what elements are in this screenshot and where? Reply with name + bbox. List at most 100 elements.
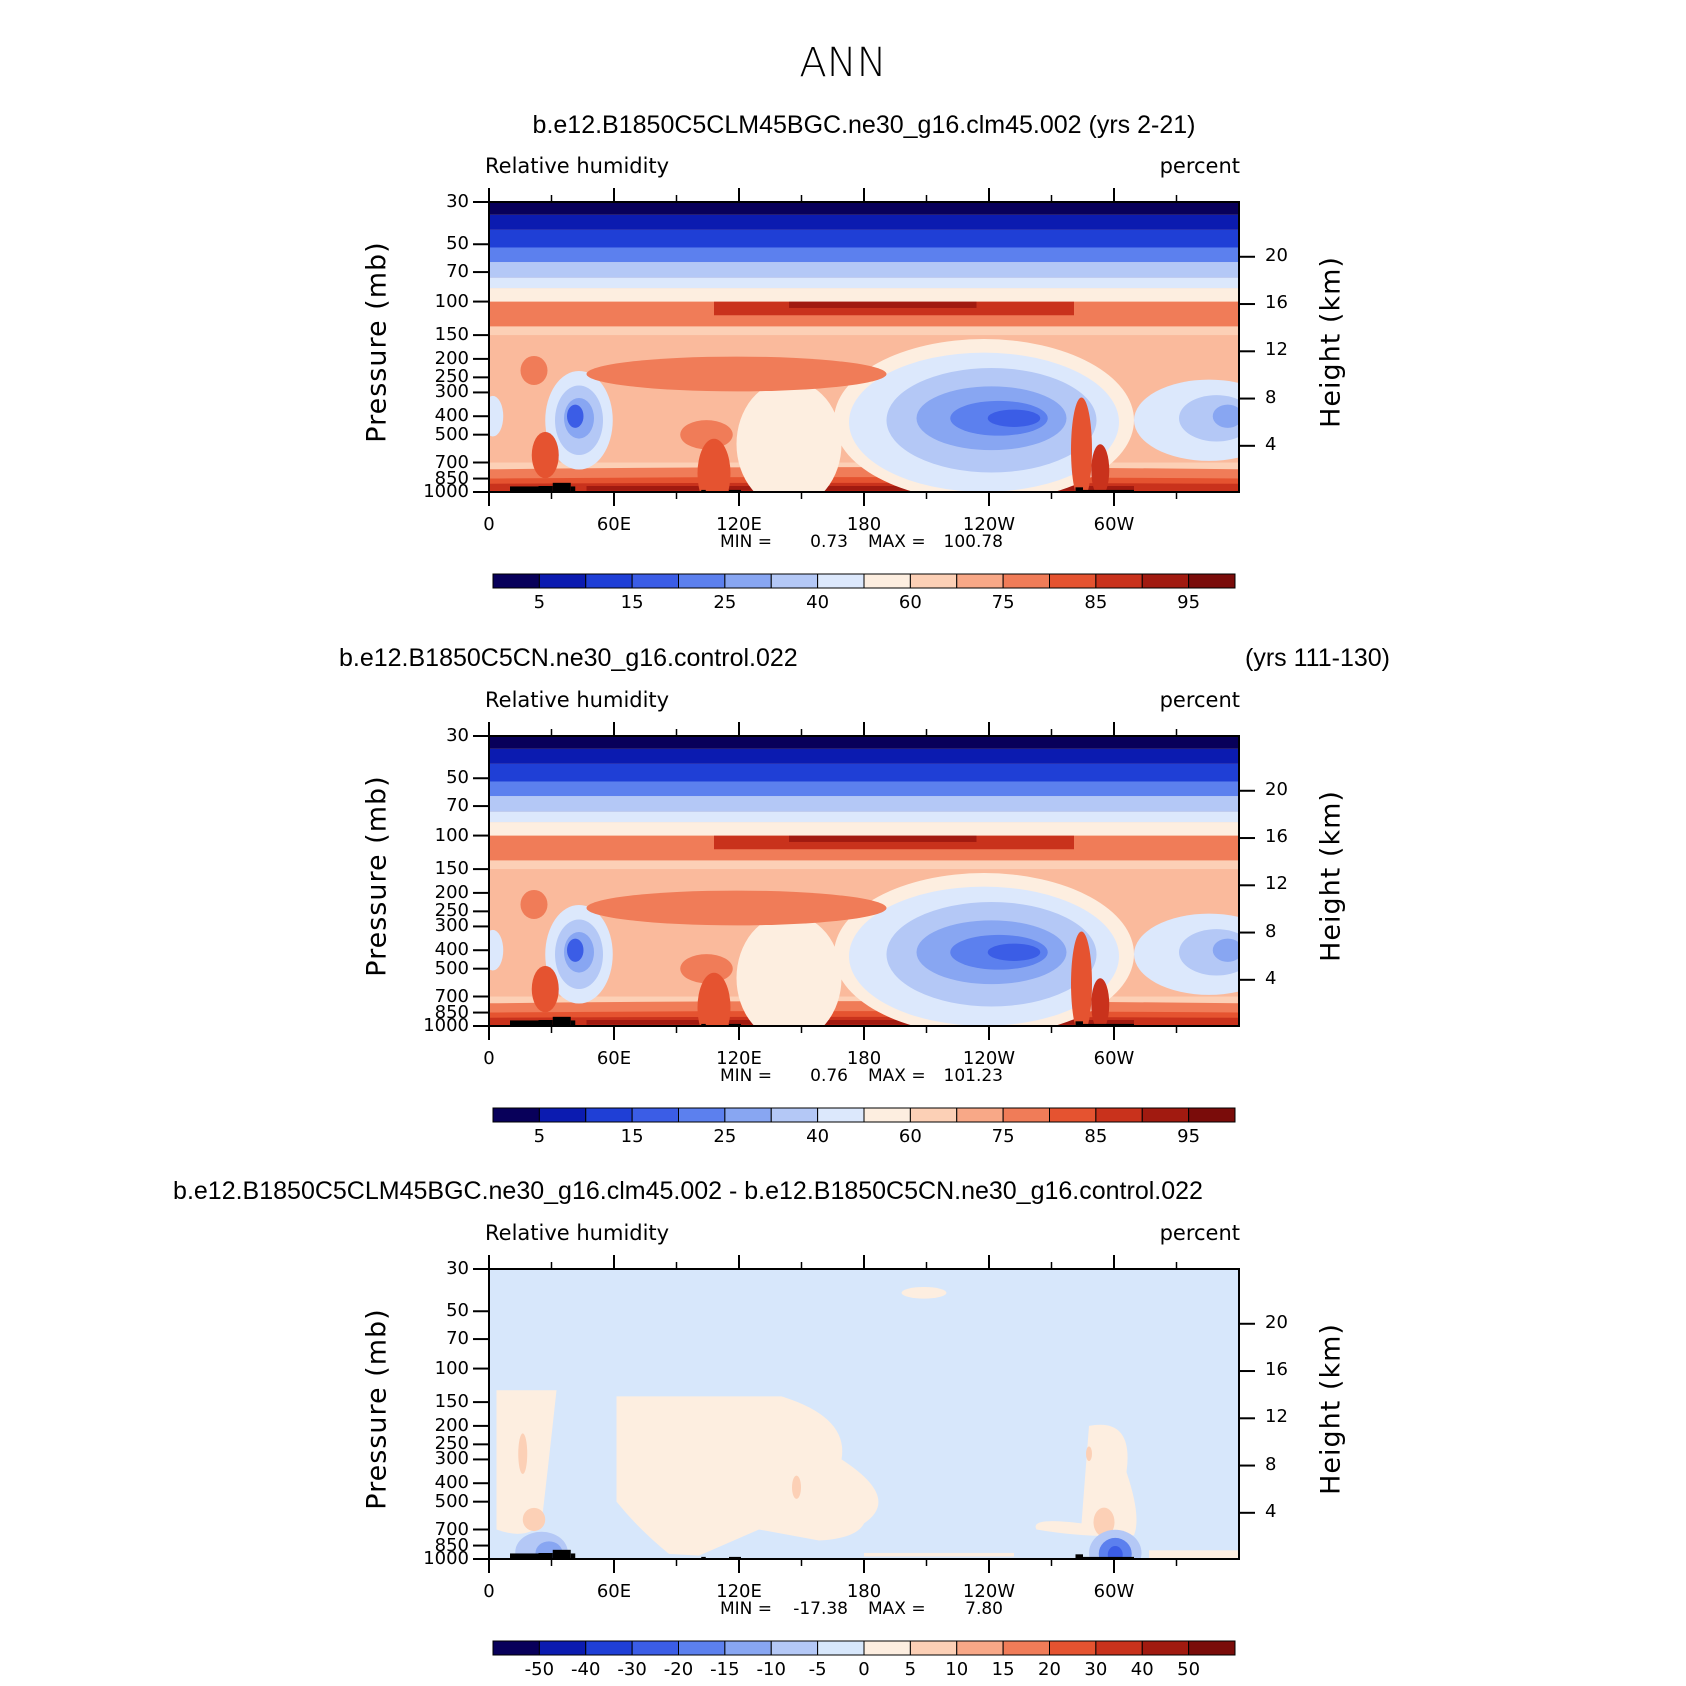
- colorbar-label: 95: [1177, 1126, 1201, 1147]
- colorbar-label: 60: [898, 1126, 922, 1147]
- x-tick-label: 120E: [716, 514, 762, 535]
- pressure-tick-label: 200: [434, 881, 469, 903]
- colorbar-label: -40: [571, 1659, 601, 1680]
- colorbar-swatch: [863, 1640, 911, 1656]
- colorbar-swatch: [956, 573, 1004, 589]
- colorbar-swatch: [1002, 1640, 1050, 1656]
- pressure-tick-label: 100: [434, 824, 469, 846]
- pressure-tick-label: 850: [434, 1001, 469, 1023]
- land-mask: [1075, 1554, 1083, 1559]
- pressure-axis-label: Pressure (mb): [361, 775, 393, 977]
- pressure-tick-label: 700: [434, 985, 469, 1007]
- height-tick-label: 16: [1265, 826, 1288, 848]
- colorbar-label: -5: [808, 1659, 827, 1680]
- min-value: 0.76: [810, 1066, 848, 1086]
- height-tick-label: 16: [1265, 1359, 1288, 1381]
- land-mask: [552, 1016, 571, 1026]
- x-tick-label: 0: [483, 1048, 495, 1069]
- land-mask: [570, 1553, 576, 1559]
- pressure-axis-label: Pressure (mb): [361, 241, 393, 443]
- land-mask: [701, 489, 706, 492]
- colorbar-swatch: [1141, 1640, 1190, 1656]
- height-tick-label: 12: [1265, 873, 1288, 895]
- x-tick-label: 120W: [962, 1048, 1016, 1069]
- pressure-tick-label: 50: [446, 233, 469, 255]
- x-tick-label: 60E: [596, 514, 632, 535]
- colorbar-swatch: [909, 1107, 958, 1123]
- land-mask: [538, 1019, 553, 1026]
- units-label: percent: [1159, 1221, 1240, 1245]
- height-tick-label: 20: [1265, 778, 1288, 800]
- max-value: 7.80: [965, 1599, 1003, 1619]
- colorbar-label: 0: [858, 1659, 870, 1680]
- colorbar-swatch: [678, 1107, 726, 1123]
- height-tick-label: 16: [1265, 292, 1288, 314]
- panel-3: [473, 1255, 1255, 1573]
- pressure-tick-label: 400: [434, 1472, 469, 1494]
- pressure-tick-label: 700: [434, 1518, 469, 1540]
- height-tick-label: 20: [1265, 1311, 1288, 1333]
- land-mask: [701, 1556, 706, 1559]
- colorbar-swatch: [1188, 1640, 1236, 1656]
- pressure-tick-label: 30: [446, 725, 469, 746]
- land-mask: [1075, 1021, 1083, 1026]
- panel-title: b.e12.B1850C5CLM45BGC.ne30_g16.clm45.002…: [173, 1177, 1203, 1205]
- colorbar-swatch: [1095, 1640, 1143, 1656]
- colorbar-label: 75: [991, 592, 1015, 613]
- min-value: 0.73: [810, 532, 848, 552]
- land-mask: [1075, 487, 1083, 492]
- colorbar-swatch: [1141, 1107, 1190, 1123]
- pressure-tick-label: 1000: [423, 481, 469, 502]
- land-mask: [552, 482, 571, 492]
- pressure-tick-label: 200: [434, 1414, 469, 1436]
- variable-label: Relative humidity: [485, 154, 670, 178]
- colorbar-label: -20: [663, 1659, 694, 1680]
- colorbar-label: 40: [806, 592, 830, 613]
- land-mask: [570, 486, 576, 492]
- colorbar-swatch: [770, 1107, 819, 1123]
- height-axis-label: Height (km): [1315, 1323, 1347, 1495]
- colorbar-swatch: [1188, 573, 1236, 589]
- pressure-tick-label: 500: [434, 1490, 469, 1512]
- colorbar-label: 10: [945, 1659, 969, 1680]
- colorbar-label: 20: [1038, 1659, 1061, 1680]
- colorbar-label: 5: [533, 1126, 546, 1147]
- pressure-tick-label: 150: [434, 324, 469, 346]
- land-mask: [729, 1023, 741, 1026]
- land-mask: [570, 1020, 576, 1026]
- colorbar-label: -10: [756, 1659, 786, 1680]
- land-mask: [538, 1552, 553, 1559]
- panel-2: [473, 722, 1255, 1040]
- colorbar-label: -30: [617, 1659, 647, 1680]
- height-tick-label: 8: [1265, 920, 1277, 942]
- contour-field: [489, 736, 1239, 1026]
- height-tick-label: 8: [1265, 386, 1277, 408]
- colorbar-swatch: [538, 1640, 587, 1656]
- max-label: MAX =: [868, 1599, 926, 1619]
- colorbar-label: 25: [713, 592, 737, 613]
- land-mask: [552, 1549, 571, 1559]
- colorbar-label: -15: [710, 1659, 740, 1680]
- height-axis-label: Height (km): [1315, 256, 1347, 428]
- colorbar-swatch: [956, 1107, 1004, 1123]
- height-tick-label: 4: [1265, 967, 1277, 989]
- colorbar-swatch: [724, 1640, 772, 1656]
- pressure-tick-label: 300: [434, 915, 469, 937]
- colorbar-label: 5: [904, 1659, 917, 1680]
- colorbar-label: 95: [1177, 592, 1201, 613]
- x-tick-label: 120E: [716, 1581, 762, 1602]
- variable-label: Relative humidity: [485, 688, 670, 712]
- colorbar-swatch: [1095, 573, 1143, 589]
- colorbar-swatch: [724, 1107, 772, 1123]
- colorbar-swatch: [863, 1107, 911, 1123]
- pressure-tick-label: 250: [434, 900, 469, 922]
- colorbar-label: 85: [1084, 592, 1108, 613]
- colorbar-label: 40: [806, 1126, 830, 1147]
- x-tick-label: 120W: [962, 1581, 1016, 1602]
- colorbar-swatch: [1049, 1640, 1097, 1656]
- colorbar-swatch: [678, 1640, 726, 1656]
- max-value: 100.78: [943, 532, 1003, 552]
- colorbar-label: 15: [620, 1126, 644, 1147]
